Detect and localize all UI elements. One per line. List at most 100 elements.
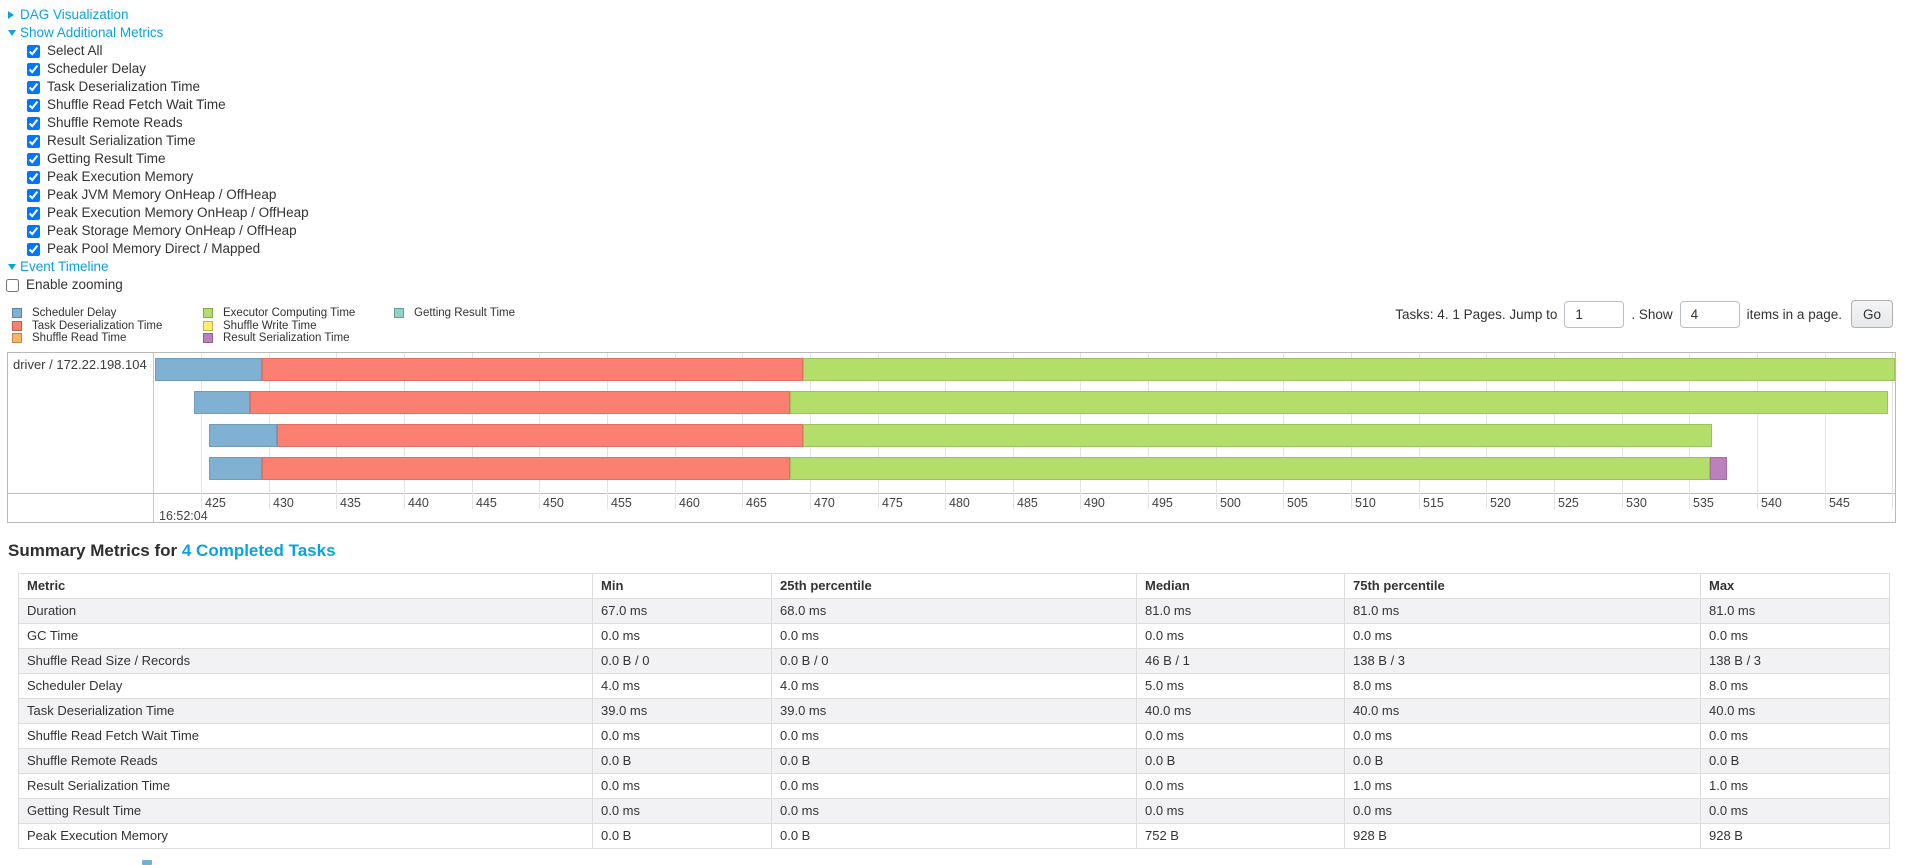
enable-zooming-checkbox[interactable]: [6, 278, 19, 292]
items-per-page-input[interactable]: [1679, 300, 1740, 328]
timeline-legend: Scheduler Delay Task Deserialization Time…: [12, 307, 515, 345]
metric-checkbox[interactable]: [27, 206, 40, 220]
metric-checkbox-row: Shuffle Remote Reads: [27, 114, 309, 132]
metric-checkbox-row: Peak Pool Memory Direct / Mapped: [27, 240, 309, 258]
value-cell: 8.0 ms: [1344, 673, 1701, 699]
metric-checkbox-row: Peak Execution Memory OnHeap / OffHeap: [27, 204, 309, 222]
timeline-tick-label: 475: [882, 496, 903, 510]
value-cell: 40.0 ms: [1344, 698, 1701, 724]
value-cell: 0.0 ms: [1344, 623, 1701, 649]
value-cell: 0.0 B / 0: [771, 648, 1137, 674]
metric-checkbox[interactable]: [27, 188, 40, 202]
timeline-tick-label: 445: [476, 496, 497, 510]
task-bar-segment[interactable]: [262, 457, 790, 480]
timeline-tick-label: 525: [1558, 496, 1579, 510]
jump-to-page-input[interactable]: [1564, 300, 1625, 328]
metric-checkbox[interactable]: [27, 80, 40, 94]
metric-checkbox-row: Peak Execution Memory: [27, 168, 309, 186]
value-cell: 928 B: [1344, 823, 1701, 849]
value-cell: 0.0 ms: [771, 723, 1137, 749]
metric-checkbox-label: Peak Pool Memory Direct / Mapped: [47, 241, 261, 256]
legend-column: Executor Computing Time Shuffle Write Tim…: [203, 307, 394, 345]
table-row: Peak Execution Memory 0.0 B 0.0 B 752 B 928 …: [18, 823, 1890, 849]
summary-column-header[interactable]: Median: [1136, 573, 1345, 599]
task-bar-segment[interactable]: [803, 358, 1895, 381]
metric-checkbox[interactable]: [27, 170, 40, 184]
value-cell: 0.0 B: [1344, 748, 1701, 774]
value-cell: 81.0 ms: [1136, 598, 1345, 624]
value-cell: 752 B: [1136, 823, 1345, 849]
timeline-tick-label: 485: [1017, 496, 1038, 510]
value-cell: 0.0 ms: [771, 623, 1137, 649]
executor-group-label: driver / 172.22.198.104: [13, 357, 147, 372]
dag-visualization-toggle[interactable]: DAG Visualization: [8, 6, 309, 24]
task-bar-segment[interactable]: [250, 391, 790, 414]
table-row: Shuffle Remote Reads 0.0 B 0.0 B 0.0 B 0.0 B…: [18, 748, 1890, 774]
event-timeline-toggle[interactable]: Event Timeline: [8, 258, 309, 276]
legend-item: Scheduler Delay: [12, 307, 203, 320]
timeline-tick-label: 490: [1084, 496, 1105, 510]
metric-checkbox-row: Scheduler Delay: [27, 60, 309, 78]
metric-checkbox[interactable]: [27, 242, 40, 256]
timeline-tick-label: 435: [340, 496, 361, 510]
legend-column: Getting Result Time: [394, 307, 515, 345]
show-additional-metrics-toggle[interactable]: Show Additional Metrics: [8, 24, 309, 42]
summary-column-header[interactable]: Metric: [18, 573, 593, 599]
summary-column-header[interactable]: 25th percentile: [771, 573, 1137, 599]
timeline-group-column: driver / 172.22.198.104: [8, 353, 154, 522]
summary-column-header[interactable]: Min: [592, 573, 772, 599]
value-cell: 0.0 ms: [592, 773, 772, 799]
timeline-tick-label: 480: [949, 496, 970, 510]
timeline-tick-label: 540: [1761, 496, 1782, 510]
task-bar-segment[interactable]: [277, 424, 803, 447]
metric-checkbox[interactable]: [27, 134, 40, 148]
task-bar-segment[interactable]: [790, 457, 1710, 480]
metric-checkbox[interactable]: [27, 152, 40, 166]
task-bar-segment[interactable]: [209, 457, 262, 480]
summary-column-header[interactable]: 75th percentile: [1344, 573, 1701, 599]
task-bar-segment[interactable]: [790, 391, 1888, 414]
timeline-plot-area: 16:52:04 425 430 435 440 445 450 455 460 465 470 4…: [155, 353, 1895, 522]
timeline-tick-label: 535: [1693, 496, 1714, 510]
task-bar-segment[interactable]: [155, 358, 262, 381]
dag-visualization-link[interactable]: DAG Visualization: [20, 7, 129, 22]
legend-item: Shuffle Write Time: [203, 320, 394, 333]
timeline-tick-label: 510: [1355, 496, 1376, 510]
metric-checkbox-label: Getting Result Time: [47, 151, 166, 166]
enable-zooming-row: Enable zooming: [6, 276, 309, 294]
legend-column: Scheduler Delay Task Deserialization Time…: [12, 307, 203, 345]
show-additional-metrics-link[interactable]: Show Additional Metrics: [20, 25, 164, 40]
timeline-tick-label: 520: [1490, 496, 1511, 510]
metric-cell: Peak Execution Memory: [18, 823, 593, 849]
task-bar-segment[interactable]: [209, 424, 277, 447]
task-bar-segment[interactable]: [262, 358, 803, 381]
task-bar-segment[interactable]: [1710, 457, 1727, 480]
metric-checkbox[interactable]: [27, 116, 40, 130]
metric-cell: Shuffle Remote Reads: [18, 748, 593, 774]
value-cell: 67.0 ms: [592, 598, 772, 624]
legend-item: Task Deserialization Time: [12, 320, 203, 333]
metric-checkbox[interactable]: [27, 98, 40, 112]
summary-column-header[interactable]: Max: [1700, 573, 1890, 599]
timeline-tick-label: 530: [1626, 496, 1647, 510]
completed-tasks-link[interactable]: 4 Completed Tasks: [181, 541, 336, 560]
metric-checkbox-row: Shuffle Read Fetch Wait Time: [27, 96, 309, 114]
value-cell: 0.0 ms: [592, 798, 772, 824]
go-button[interactable]: Go: [1850, 300, 1893, 328]
metric-checkbox-label: Task Deserialization Time: [47, 79, 201, 94]
legend-label: Scheduler Delay: [32, 307, 117, 320]
event-timeline-link[interactable]: Event Timeline: [20, 259, 109, 274]
metric-checkbox[interactable]: [27, 224, 40, 238]
timeline-tick-label: 545: [1829, 496, 1850, 510]
arrow-down-icon: [8, 264, 16, 270]
metric-checkbox[interactable]: [27, 44, 40, 58]
task-bar-segment[interactable]: [803, 424, 1712, 447]
value-cell: 0.0 ms: [592, 723, 772, 749]
metric-checkbox[interactable]: [27, 62, 40, 76]
value-cell: 0.0 ms: [1700, 723, 1890, 749]
metric-cell: Result Serialization Time: [18, 773, 593, 799]
value-cell: 0.0 B: [771, 823, 1137, 849]
legend-swatch-icon: [394, 308, 404, 319]
task-bar-segment[interactable]: [194, 391, 250, 414]
value-cell: 39.0 ms: [592, 698, 772, 724]
